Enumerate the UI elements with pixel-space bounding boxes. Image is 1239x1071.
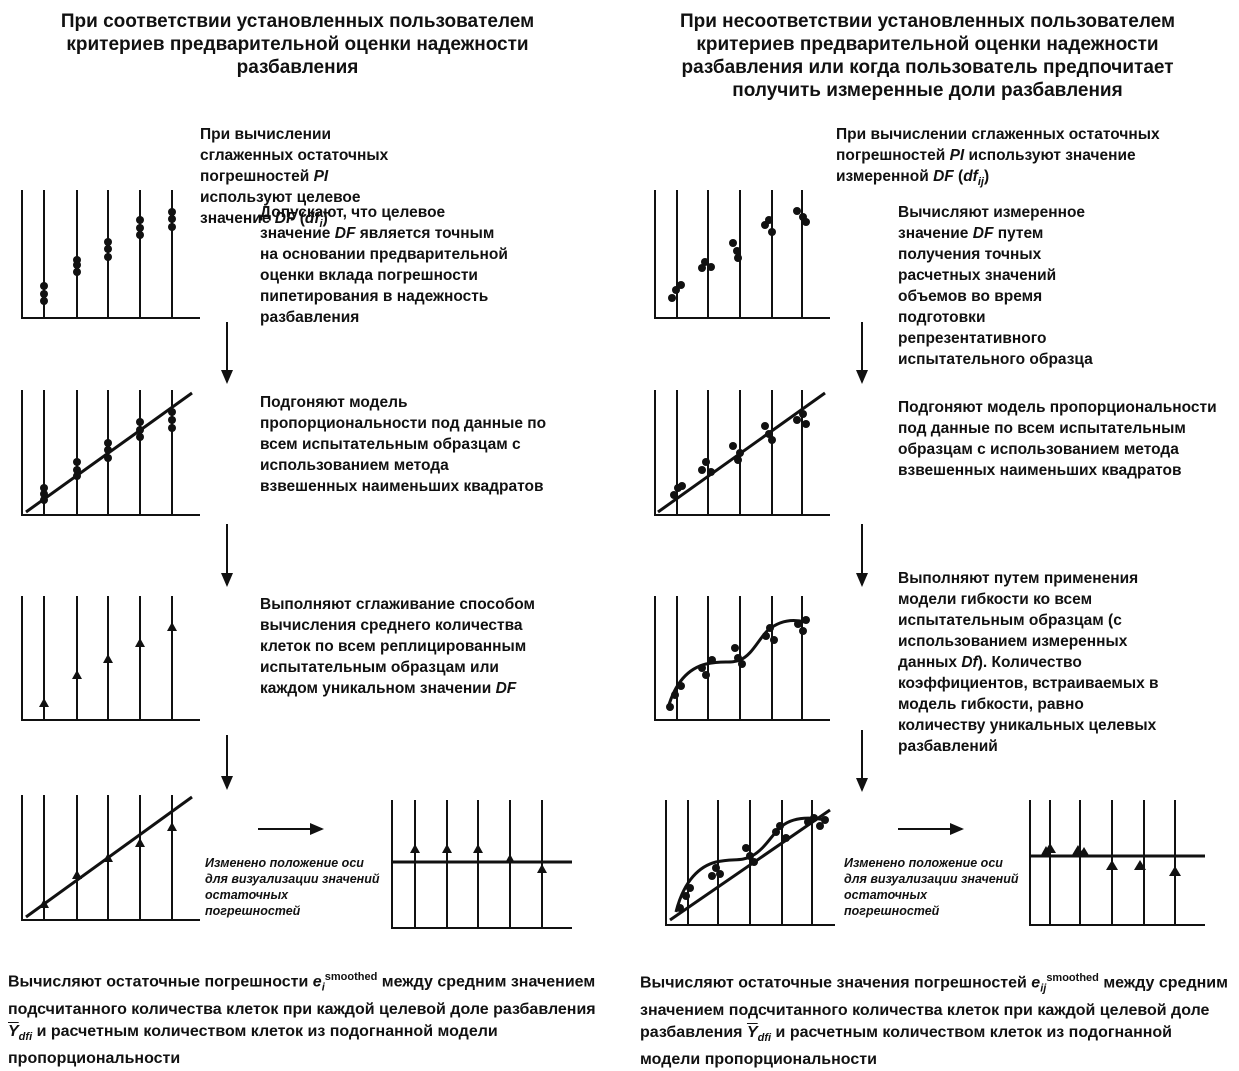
right-plot-residuals	[1029, 800, 1205, 926]
left-step3-text: Выполняют сглаживание способом вычислени…	[260, 596, 535, 697]
right-bottom-text: Вычисляют остаточные значения погрешност…	[640, 972, 1228, 1068]
left-step2-text: Подгоняют модель пропорциональности под …	[260, 394, 547, 495]
left-plot-smoothed	[21, 596, 200, 721]
left-bottom-text: Вычисляют остаточные погрешности eismoot…	[8, 971, 596, 1067]
left-plot-smoothed-fit-markers	[39, 822, 177, 908]
right-step3-text: Выполняют путем применения модели гибкос…	[898, 570, 1159, 755]
right-plot-residual-markers	[1041, 843, 1181, 876]
left-plot-fit-points	[40, 408, 176, 504]
right-column-title: При несоответствии установленных пользов…	[679, 11, 1176, 101]
right-plot-raw-data	[654, 190, 830, 319]
right-plot-flexible	[654, 596, 830, 721]
left-intro-text: При вычислении сглаженных остаточных пог…	[200, 126, 389, 231]
right-step1-text: Вычисляют измеренное значение DF путем п…	[898, 204, 1093, 368]
left-plot-residual-markers	[410, 844, 547, 873]
left-step1-text: Допускают, что целевое значение DF являе…	[260, 204, 508, 326]
left-plot-residuals	[391, 800, 572, 929]
left-axis-note: Изменено положение оси для визуализации …	[205, 856, 380, 918]
right-plot-fit-points	[670, 410, 810, 499]
right-axis-note: Изменено положение оси для визуализации …	[844, 856, 1019, 918]
left-plot-smoothed-markers	[39, 622, 177, 707]
right-plot-flexible-fit-points	[676, 814, 829, 912]
right-plot-raw-points	[668, 207, 810, 302]
left-column-title: При соответствии установленных пользоват…	[60, 11, 535, 78]
right-intro-text: При вычислении сглаженных остаточных пог…	[836, 126, 1160, 189]
left-plot-smoothed-fit	[21, 795, 200, 921]
left-plot-raw-points	[40, 208, 176, 305]
right-step2-text: Подгоняют модель пропорциональности под …	[898, 399, 1217, 479]
right-plot-flexible-points	[666, 616, 810, 711]
